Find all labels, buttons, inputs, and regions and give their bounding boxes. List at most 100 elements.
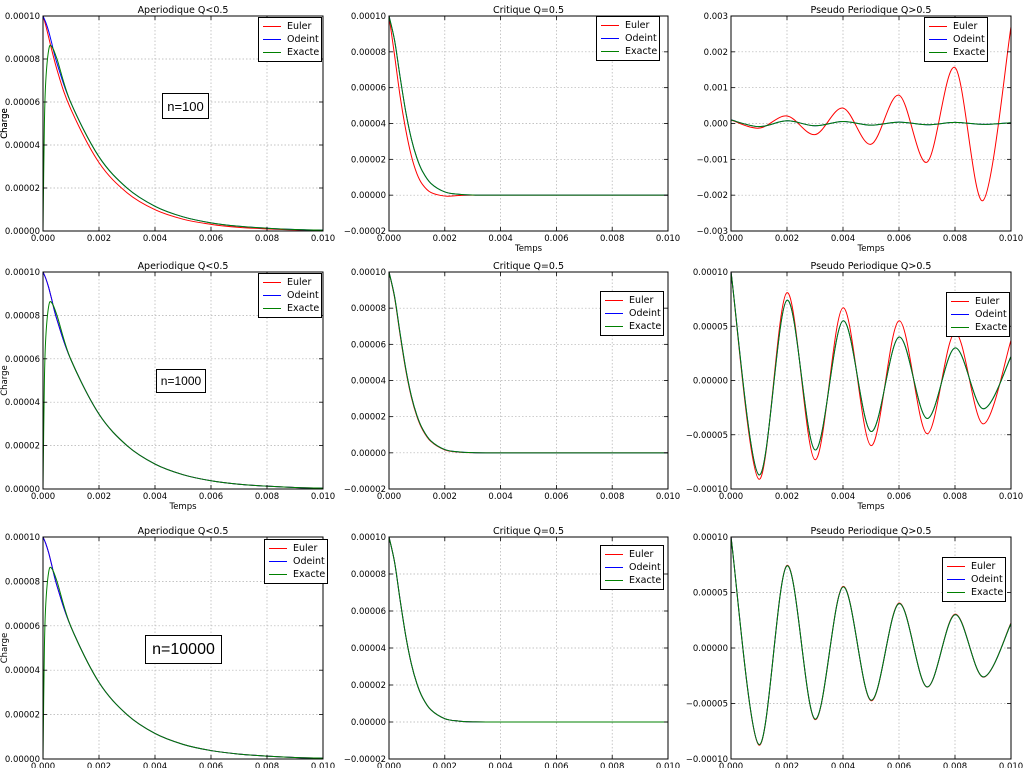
legend-item-exacte: Exacte xyxy=(265,568,327,581)
x-tick-label: 0.008 xyxy=(943,762,967,768)
legend-label: Euler xyxy=(293,543,318,554)
legend-label: Exacte xyxy=(293,569,326,580)
legend-item-euler: Euler xyxy=(601,548,663,561)
x-axis-label: Temps xyxy=(514,244,543,254)
y-tick-label: −0.00010 xyxy=(686,755,728,765)
series-line-exacte xyxy=(731,537,1011,746)
x-tick-label: 0.010 xyxy=(311,234,335,244)
axes-frame xyxy=(42,271,324,490)
y-tick-label: 0.00000 xyxy=(693,377,728,387)
legend: Euler Odeint Exacte xyxy=(596,16,660,61)
legend-label: Euler xyxy=(629,295,654,306)
y-tick-label: −0.00005 xyxy=(686,431,728,441)
subplot-2-2: 0.000 0.002 0.004 0.006 0.008 0.010 −0.00010 −0… xyxy=(686,526,1023,768)
x-tick-label: 0.010 xyxy=(311,492,335,502)
x-tick-label: 0.004 xyxy=(488,762,512,768)
y-tick-label: 0.00002 xyxy=(351,155,386,165)
legend-label: Euler xyxy=(287,277,312,288)
x-tick-label: 0.004 xyxy=(143,492,167,502)
legend-swatch xyxy=(269,548,287,549)
legend-label: Euler xyxy=(629,549,654,560)
x-tick-label: 0.006 xyxy=(544,492,568,502)
y-tick-label: 0.00010 xyxy=(693,533,728,543)
x-tick-label: 0.002 xyxy=(775,762,799,768)
y-tick-label: 0.00010 xyxy=(693,268,728,278)
legend-swatch xyxy=(263,26,281,27)
legend-item-euler: Euler xyxy=(943,560,1005,573)
subplot-0-1: 0.000 0.002 0.004 0.006 0.008 0.010 −0.00002 0.… xyxy=(344,5,680,254)
series-line-euler xyxy=(731,26,1011,202)
legend-swatch xyxy=(263,295,281,296)
x-tick-label: 0.008 xyxy=(255,762,279,768)
legend-swatch xyxy=(605,300,623,301)
series-line-exacte xyxy=(389,537,668,723)
y-tick-label: 0.00010 xyxy=(5,533,40,543)
legend-swatch xyxy=(929,52,947,53)
legend-label: Odeint xyxy=(953,34,985,45)
x-tick-label: 0.010 xyxy=(656,234,680,244)
x-tick-label: 0.008 xyxy=(255,234,279,244)
y-tick-label: 0.00010 xyxy=(351,268,386,278)
x-tick-label: 0.004 xyxy=(831,492,855,502)
legend-item-exacte: Exacte xyxy=(601,574,663,587)
legend-swatch xyxy=(605,326,623,327)
y-tick-label: 0.00008 xyxy=(5,55,40,65)
legend-item-odeint: Odeint xyxy=(601,561,663,574)
x-tick-label: 0.000 xyxy=(31,234,55,244)
y-tick-label: 0.00000 xyxy=(351,718,386,728)
x-tick-label: 0.008 xyxy=(943,492,967,502)
legend-label: Odeint xyxy=(287,34,319,45)
y-tick-label: 0.00008 xyxy=(351,570,386,580)
x-axis-label: Temps xyxy=(856,244,885,254)
x-tick-label: 0.010 xyxy=(999,492,1023,502)
y-tick-label: 0.00010 xyxy=(351,12,386,22)
y-tick-label: 0.00000 xyxy=(5,755,40,765)
x-tick-label: 0.004 xyxy=(143,762,167,768)
legend: Euler Odeint Exacte xyxy=(946,292,1010,337)
x-tick-label: 0.010 xyxy=(311,762,335,768)
legend-item-euler: Euler xyxy=(947,295,1009,308)
legend-item-odeint: Odeint xyxy=(947,308,1009,321)
series-line-exacte xyxy=(731,272,1011,476)
legend-label: Exacte xyxy=(953,47,986,58)
y-tick-label: 0.00000 xyxy=(351,191,386,201)
legend-item-exacte: Exacte xyxy=(259,46,321,59)
legend: Euler Odeint Exacte xyxy=(258,273,322,318)
legend-swatch xyxy=(263,308,281,309)
legend-label: Euler xyxy=(953,21,978,32)
legend-item-exacte: Exacte xyxy=(601,320,663,333)
legend-swatch xyxy=(605,567,623,568)
x-axis-label: Temps xyxy=(168,502,197,512)
x-tick-label: 0.010 xyxy=(656,492,680,502)
subplot-title: Aperiodique Q<0.5 xyxy=(138,5,229,16)
legend-swatch xyxy=(605,554,623,555)
legend: Euler Odeint Exacte xyxy=(600,545,664,590)
legend-swatch xyxy=(263,52,281,53)
x-tick-label: 0.006 xyxy=(199,762,223,768)
y-tick-label: 0.00008 xyxy=(351,304,386,314)
y-axis-label: Charge xyxy=(0,633,10,664)
legend-label: Exacte xyxy=(971,587,1004,598)
legend-item-euler: Euler xyxy=(601,294,663,307)
y-tick-label: −0.00002 xyxy=(344,485,386,495)
x-tick-label: 0.000 xyxy=(377,492,401,502)
legend-swatch xyxy=(601,25,619,26)
x-tick-label: 0.002 xyxy=(775,492,799,502)
y-tick-label: 0.00004 xyxy=(351,644,386,654)
y-tick-label: −0.00005 xyxy=(686,700,728,710)
legend: Euler Odeint Exacte xyxy=(264,539,328,584)
series-line-exacte xyxy=(43,566,323,759)
series-line-exacte xyxy=(43,301,323,489)
x-tick-label: 0.000 xyxy=(377,234,401,244)
legend-label: Euler xyxy=(971,561,996,572)
y-tick-label: 0.00010 xyxy=(351,533,386,543)
series-line-exacte xyxy=(731,119,1011,128)
x-tick-label: 0.010 xyxy=(999,234,1023,244)
legend-label: Odeint xyxy=(975,309,1007,320)
x-tick-label: 0.008 xyxy=(600,234,624,244)
legend-item-euler: Euler xyxy=(925,20,987,33)
y-tick-label: 0.00005 xyxy=(693,322,728,332)
legend-swatch xyxy=(929,39,947,40)
y-axis-label: Charge xyxy=(0,108,10,139)
